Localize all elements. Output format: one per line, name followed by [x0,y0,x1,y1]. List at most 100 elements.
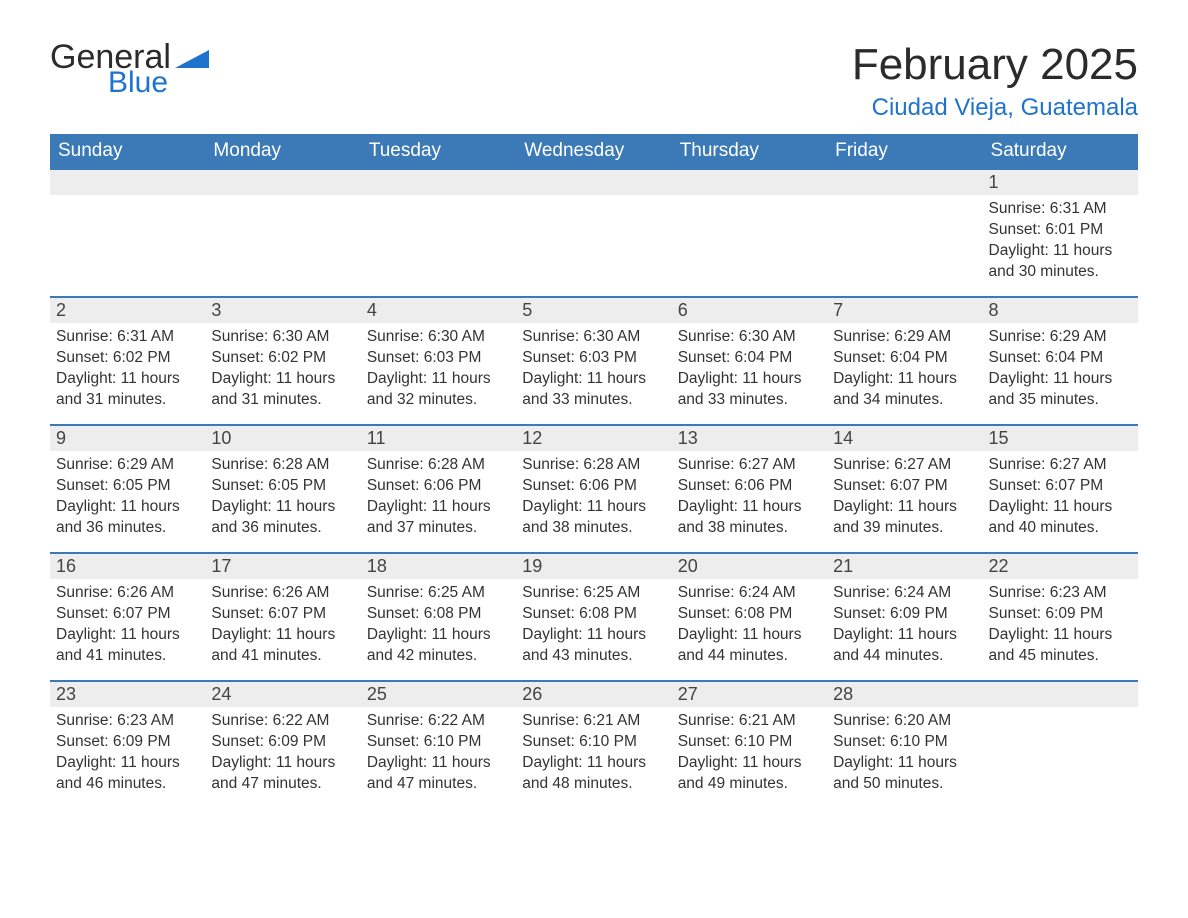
sunset-line: Sunset: 6:06 PM [522,476,665,497]
day-number-bar [50,168,205,195]
day-details: Sunrise: 6:26 AMSunset: 6:07 PMDaylight:… [205,579,360,671]
calendar-cell: 28Sunrise: 6:20 AMSunset: 6:10 PMDayligh… [827,680,982,808]
sunrise-line: Sunrise: 6:27 AM [678,455,821,476]
weekday-header: Monday [205,134,360,168]
day-number-bar: 14 [827,424,982,451]
day-number-bar: 13 [672,424,827,451]
calendar-cell: 25Sunrise: 6:22 AMSunset: 6:10 PMDayligh… [361,680,516,808]
sunset-line: Sunset: 6:05 PM [211,476,354,497]
day-number-bar: 27 [672,680,827,707]
day-details: Sunrise: 6:31 AMSunset: 6:01 PMDaylight:… [983,195,1138,287]
weekday-header: Friday [827,134,982,168]
day-number-bar: 10 [205,424,360,451]
calendar-cell: 24Sunrise: 6:22 AMSunset: 6:09 PMDayligh… [205,680,360,808]
day-number-bar: 7 [827,296,982,323]
sunset-line: Sunset: 6:09 PM [833,604,976,625]
day-details: Sunrise: 6:29 AMSunset: 6:04 PMDaylight:… [983,323,1138,415]
day-number-bar [983,680,1138,707]
calendar-cell [205,168,360,296]
day-number-bar: 16 [50,552,205,579]
day-details: Sunrise: 6:27 AMSunset: 6:07 PMDaylight:… [983,451,1138,543]
sunset-line: Sunset: 6:08 PM [678,604,821,625]
day-number-bar: 1 [983,168,1138,195]
calendar-cell: 14Sunrise: 6:27 AMSunset: 6:07 PMDayligh… [827,424,982,552]
calendar-body: 1Sunrise: 6:31 AMSunset: 6:01 PMDaylight… [50,168,1138,808]
weekday-header: Wednesday [516,134,671,168]
sunset-line: Sunset: 6:04 PM [989,348,1132,369]
calendar-week-row: 9Sunrise: 6:29 AMSunset: 6:05 PMDaylight… [50,424,1138,552]
sunrise-line: Sunrise: 6:21 AM [522,711,665,732]
sunrise-line: Sunrise: 6:29 AM [56,455,199,476]
day-number-bar [672,168,827,195]
daylight-line: Daylight: 11 hours and 50 minutes. [833,753,976,795]
calendar-cell [672,168,827,296]
calendar-cell: 2Sunrise: 6:31 AMSunset: 6:02 PMDaylight… [50,296,205,424]
daylight-line: Daylight: 11 hours and 43 minutes. [522,625,665,667]
day-details: Sunrise: 6:27 AMSunset: 6:06 PMDaylight:… [672,451,827,543]
location: Ciudad Vieja, Guatemala [852,94,1138,122]
calendar-cell: 21Sunrise: 6:24 AMSunset: 6:09 PMDayligh… [827,552,982,680]
daylight-line: Daylight: 11 hours and 41 minutes. [56,625,199,667]
calendar-cell: 10 Sunrise: 6:28 AMSunset: 6:05 PMDayligh… [205,424,360,552]
daylight-line: Daylight: 11 hours and 32 minutes. [367,369,510,411]
sunrise-line: Sunrise: 6:26 AM [211,583,354,604]
sunset-line: Sunset: 6:02 PM [211,348,354,369]
calendar-cell: 27Sunrise: 6:21 AMSunset: 6:10 PMDayligh… [672,680,827,808]
day-number-bar: 21 [827,552,982,579]
calendar-cell: 20Sunrise: 6:24 AMSunset: 6:08 PMDayligh… [672,552,827,680]
calendar-cell: 17Sunrise: 6:26 AMSunset: 6:07 PMDayligh… [205,552,360,680]
calendar-cell: 4Sunrise: 6:30 AMSunset: 6:03 PMDaylight… [361,296,516,424]
calendar-cell: 7Sunrise: 6:29 AMSunset: 6:04 PMDaylight… [827,296,982,424]
daylight-line: Daylight: 11 hours and 41 minutes. [211,625,354,667]
calendar-cell: 3Sunrise: 6:30 AMSunset: 6:02 PMDaylight… [205,296,360,424]
sunset-line: Sunset: 6:10 PM [678,732,821,753]
calendar-cell: 26Sunrise: 6:21 AMSunset: 6:10 PMDayligh… [516,680,671,808]
sunset-line: Sunset: 6:07 PM [211,604,354,625]
sunrise-line: Sunrise: 6:25 AM [367,583,510,604]
day-number-bar: 4 [361,296,516,323]
sunset-line: Sunset: 6:03 PM [522,348,665,369]
calendar-cell: 6Sunrise: 6:30 AMSunset: 6:04 PMDaylight… [672,296,827,424]
sunrise-line: Sunrise: 6:31 AM [989,199,1132,220]
day-number-bar: 20 [672,552,827,579]
day-details: Sunrise: 6:21 AMSunset: 6:10 PMDaylight:… [516,707,671,799]
sunset-line: Sunset: 6:07 PM [989,476,1132,497]
day-details: Sunrise: 6:25 AMSunset: 6:08 PMDaylight:… [361,579,516,671]
brand-logo: General Blue [50,40,209,98]
day-details: Sunrise: 6:31 AMSunset: 6:02 PMDaylight:… [50,323,205,415]
calendar-cell [516,168,671,296]
day-details: Sunrise: 6:24 AMSunset: 6:08 PMDaylight:… [672,579,827,671]
sunset-line: Sunset: 6:06 PM [367,476,510,497]
day-number-bar: 5 [516,296,671,323]
daylight-line: Daylight: 11 hours and 44 minutes. [833,625,976,667]
daylight-line: Daylight: 11 hours and 37 minutes. [367,497,510,539]
day-details: Sunrise: 6:26 AMSunset: 6:07 PMDaylight:… [50,579,205,671]
day-number-bar: 19 [516,552,671,579]
day-number-bar: 28 [827,680,982,707]
calendar-cell: 5 Sunrise: 6:30 AMSunset: 6:03 PMDaylight… [516,296,671,424]
day-number-bar: 9 [50,424,205,451]
daylight-line: Daylight: 11 hours and 36 minutes. [211,497,354,539]
calendar-week-row: 16Sunrise: 6:26 AMSunset: 6:07 PMDayligh… [50,552,1138,680]
calendar-cell: 12Sunrise: 6:28 AMSunset: 6:06 PMDayligh… [516,424,671,552]
sunset-line: Sunset: 6:02 PM [56,348,199,369]
day-details: Sunrise: 6:25 AMSunset: 6:08 PMDaylight:… [516,579,671,671]
day-details: Sunrise: 6:21 AMSunset: 6:10 PMDaylight:… [672,707,827,799]
calendar-cell: 11Sunrise: 6:28 AMSunset: 6:06 PMDayligh… [361,424,516,552]
day-details: Sunrise: 6:27 AMSunset: 6:07 PMDaylight:… [827,451,982,543]
sunrise-line: Sunrise: 6:28 AM [211,455,354,476]
calendar-week-row: 23Sunrise: 6:23 AMSunset: 6:09 PMDayligh… [50,680,1138,808]
day-number-bar: 26 [516,680,671,707]
weekday-header: Saturday [983,134,1138,168]
daylight-line: Daylight: 11 hours and 33 minutes. [522,369,665,411]
day-number-bar: 22 [983,552,1138,579]
day-number-bar: 18 [361,552,516,579]
daylight-line: Daylight: 11 hours and 38 minutes. [522,497,665,539]
day-details: Sunrise: 6:28 AMSunset: 6:06 PMDaylight:… [361,451,516,543]
day-details: Sunrise: 6:23 AMSunset: 6:09 PMDaylight:… [983,579,1138,671]
sunset-line: Sunset: 6:08 PM [367,604,510,625]
day-number-bar [205,168,360,195]
sunrise-line: Sunrise: 6:30 AM [522,327,665,348]
calendar-cell [361,168,516,296]
sunset-line: Sunset: 6:03 PM [367,348,510,369]
